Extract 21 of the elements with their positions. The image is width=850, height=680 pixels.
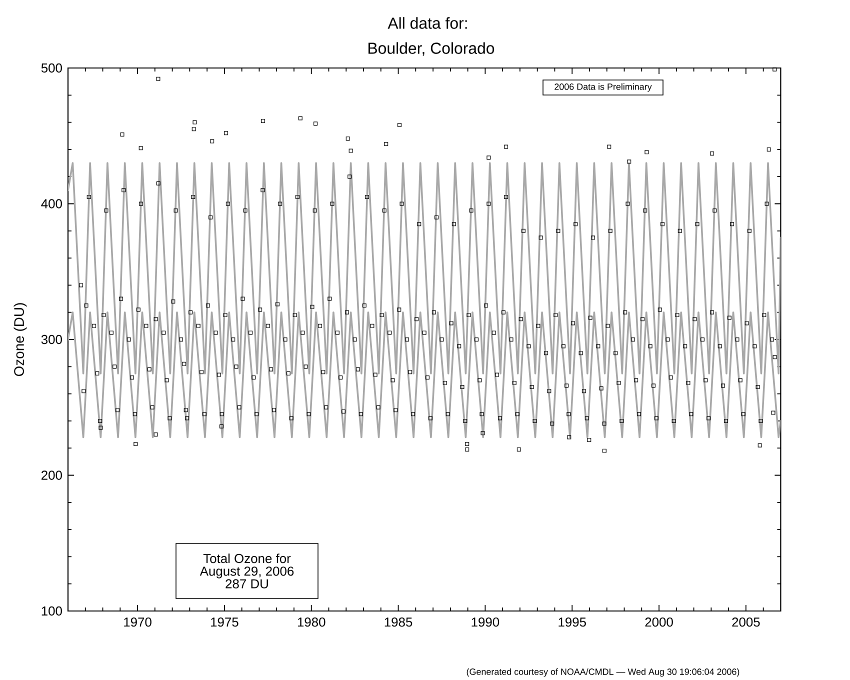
annotation: 287 DU bbox=[226, 579, 268, 588]
text: (Generated courtesy of NOAA/CMDL — Wed Aug 30 19:06:04 2006) bbox=[466, 668, 740, 677]
y-tick-label: 400 bbox=[41, 199, 62, 208]
x-tick-label: 1995 bbox=[558, 618, 586, 627]
y-axis-title: Ozone (DU) bbox=[14, 303, 27, 376]
y-tick-label: 300 bbox=[41, 334, 62, 344]
x-tick-label: 2000 bbox=[645, 618, 673, 627]
x-tick-label: 1980 bbox=[298, 618, 326, 627]
y-tick-label: 200 bbox=[42, 470, 62, 480]
chart-title: All data for: bbox=[388, 17, 467, 29]
x-tick-label: 1985 bbox=[384, 618, 412, 627]
x-tick-label: 1975 bbox=[211, 618, 238, 627]
x-tick-label: 2005 bbox=[732, 618, 760, 627]
chart-subtitle: Boulder, Colorado bbox=[368, 42, 494, 56]
annotation: 2006 Data is Preliminary bbox=[554, 83, 652, 92]
annotation: Total Ozone for bbox=[203, 554, 291, 564]
x-tick-label: 1990 bbox=[472, 618, 500, 627]
x-tick-label: 1970 bbox=[124, 618, 152, 627]
y-tick-label: 100 bbox=[42, 606, 62, 616]
y-tick-label: 500 bbox=[41, 63, 62, 73]
annotation: August 29, 2006 bbox=[200, 566, 294, 578]
